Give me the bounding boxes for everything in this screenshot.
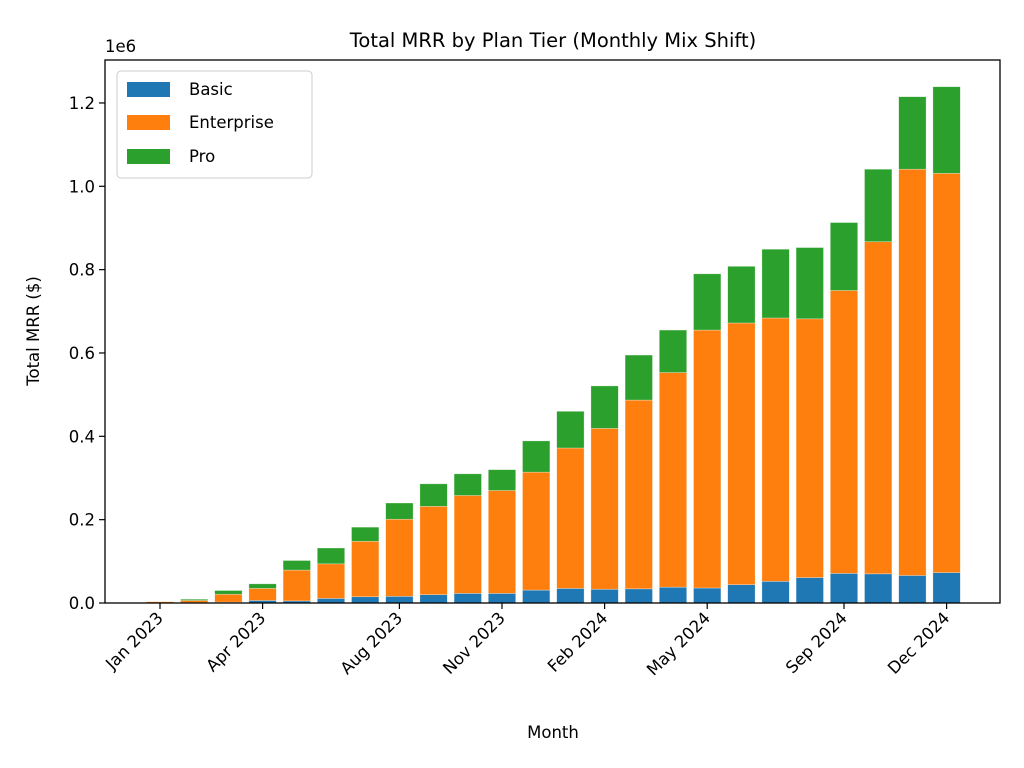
bar-pro-apr-2023 xyxy=(248,583,277,589)
bar-basic-may-2024 xyxy=(693,587,722,604)
legend-label-pro: Pro xyxy=(189,147,215,166)
bar-pro-aug-2024 xyxy=(795,247,824,320)
bar-basic-nov-2023 xyxy=(487,593,516,604)
bar-pro-sep-2024 xyxy=(829,222,858,291)
bar-pro-aug-2023 xyxy=(385,502,414,520)
bar-basic-nov-2024 xyxy=(898,575,927,604)
x-tick-label: Apr 2023 xyxy=(202,608,269,675)
bar-basic-jun-2023 xyxy=(316,598,345,604)
bar-pro-nov-2023 xyxy=(487,469,516,491)
legend: Basic Enterprise Pro xyxy=(116,70,313,179)
bar-enterprise-may-2023 xyxy=(282,569,311,602)
bar-pro-mar-2024 xyxy=(624,354,653,401)
legend-label-basic: Basic xyxy=(189,80,233,99)
bar-basic-feb-2024 xyxy=(590,588,619,604)
bar-enterprise-jan-2024 xyxy=(556,447,585,589)
bar-pro-jun-2024 xyxy=(727,266,756,324)
bar-basic-jul-2023 xyxy=(351,596,380,604)
bar-enterprise-aug-2023 xyxy=(385,518,414,597)
bar-basic-mar-2024 xyxy=(624,588,653,604)
bar-pro-feb-2023 xyxy=(180,598,209,601)
bar-basic-apr-2024 xyxy=(658,586,687,604)
legend-label-enterprise: Enterprise xyxy=(189,113,274,132)
bar-basic-dec-2024 xyxy=(932,572,961,604)
y-tick-label: 0.8 xyxy=(69,261,95,280)
bar-enterprise-oct-2024 xyxy=(864,241,893,575)
y-tick-label: 1.0 xyxy=(69,177,95,196)
x-tick-label: May 2024 xyxy=(643,608,714,679)
bar-enterprise-jun-2024 xyxy=(727,322,756,585)
x-tick-label: Jan 2023 xyxy=(101,608,167,674)
x-tick-label: Nov 2023 xyxy=(439,608,509,678)
x-tick-label: Sep 2024 xyxy=(782,608,851,677)
bar-enterprise-nov-2024 xyxy=(898,168,927,576)
bar-pro-jan-2024 xyxy=(556,411,585,449)
bar-basic-oct-2023 xyxy=(453,593,482,604)
bar-enterprise-jul-2024 xyxy=(761,317,790,582)
bar-basic-sep-2023 xyxy=(419,594,448,604)
bar-enterprise-nov-2023 xyxy=(487,490,516,594)
bar-basic-jul-2024 xyxy=(761,581,790,604)
bar-enterprise-sep-2024 xyxy=(829,290,858,574)
x-tick-label: Feb 2024 xyxy=(544,608,611,675)
bar-pro-nov-2024 xyxy=(898,96,927,170)
bar-enterprise-dec-2024 xyxy=(932,173,961,573)
bar-pro-mar-2023 xyxy=(214,590,243,595)
x-tick-label: Dec 2024 xyxy=(884,608,953,677)
bar-pro-oct-2024 xyxy=(864,168,893,243)
bar-pro-apr-2024 xyxy=(658,329,687,373)
bar-enterprise-feb-2023 xyxy=(180,600,209,603)
bar-pro-sep-2023 xyxy=(419,483,448,507)
y-axis-ticks: 0.0 0.2 0.4 0.6 0.8 1.0 1.2 xyxy=(69,94,105,613)
y-tick-label: 0.4 xyxy=(69,427,95,446)
bar-enterprise-aug-2024 xyxy=(795,318,824,578)
bar-enterprise-oct-2023 xyxy=(453,495,482,594)
bar-basic-aug-2023 xyxy=(385,596,414,604)
bar-basic-aug-2024 xyxy=(795,577,824,604)
bar-enterprise-may-2024 xyxy=(693,329,722,589)
bar-pro-dec-2023 xyxy=(522,440,551,473)
bar-pro-feb-2024 xyxy=(590,385,619,429)
bar-pro-jul-2024 xyxy=(761,248,790,319)
bar-enterprise-dec-2023 xyxy=(522,471,551,591)
plot-frame xyxy=(104,59,1001,604)
bar-enterprise-mar-2023 xyxy=(214,593,243,603)
bar-enterprise-feb-2024 xyxy=(590,428,619,590)
x-axis-ticks: Jan 2023 Apr 2023 Aug 2023 Nov 2023 Feb 2024… xyxy=(101,603,953,679)
bar-basic-jan-2024 xyxy=(556,588,585,604)
x-tick-label: Aug 2023 xyxy=(337,608,407,678)
bar-pro-may-2024 xyxy=(693,273,722,331)
legend-swatch-pro xyxy=(127,149,170,164)
x-axis-label: Month xyxy=(527,723,579,742)
bar-basic-sep-2024 xyxy=(829,573,858,604)
legend-swatch-basic xyxy=(127,82,170,97)
bars-group xyxy=(146,86,961,604)
bar-pro-may-2023 xyxy=(282,560,311,571)
bar-basic-jun-2024 xyxy=(727,584,756,604)
chart-title: Total MRR by Plan Tier (Monthly Mix Shif… xyxy=(349,29,756,52)
bar-pro-dec-2024 xyxy=(932,86,961,174)
y-tick-label: 0.0 xyxy=(69,594,95,613)
bar-enterprise-mar-2024 xyxy=(624,399,653,590)
bar-pro-oct-2023 xyxy=(453,473,482,496)
y-offset-label: 1e6 xyxy=(105,37,136,56)
bar-pro-jun-2023 xyxy=(316,547,345,565)
bar-enterprise-apr-2023 xyxy=(248,588,277,601)
bar-enterprise-jun-2023 xyxy=(316,563,345,599)
bar-enterprise-jul-2023 xyxy=(351,541,380,598)
bar-pro-jul-2023 xyxy=(351,526,380,542)
bar-basic-oct-2024 xyxy=(864,573,893,604)
legend-swatch-enterprise xyxy=(127,115,170,130)
bar-enterprise-apr-2024 xyxy=(658,372,687,588)
y-tick-label: 0.6 xyxy=(69,344,95,363)
y-tick-label: 1.2 xyxy=(69,94,95,113)
y-axis-label: Total MRR ($) xyxy=(24,276,43,387)
bar-enterprise-sep-2023 xyxy=(419,506,448,595)
bar-basic-dec-2023 xyxy=(522,589,551,604)
y-tick-label: 0.2 xyxy=(69,511,95,530)
